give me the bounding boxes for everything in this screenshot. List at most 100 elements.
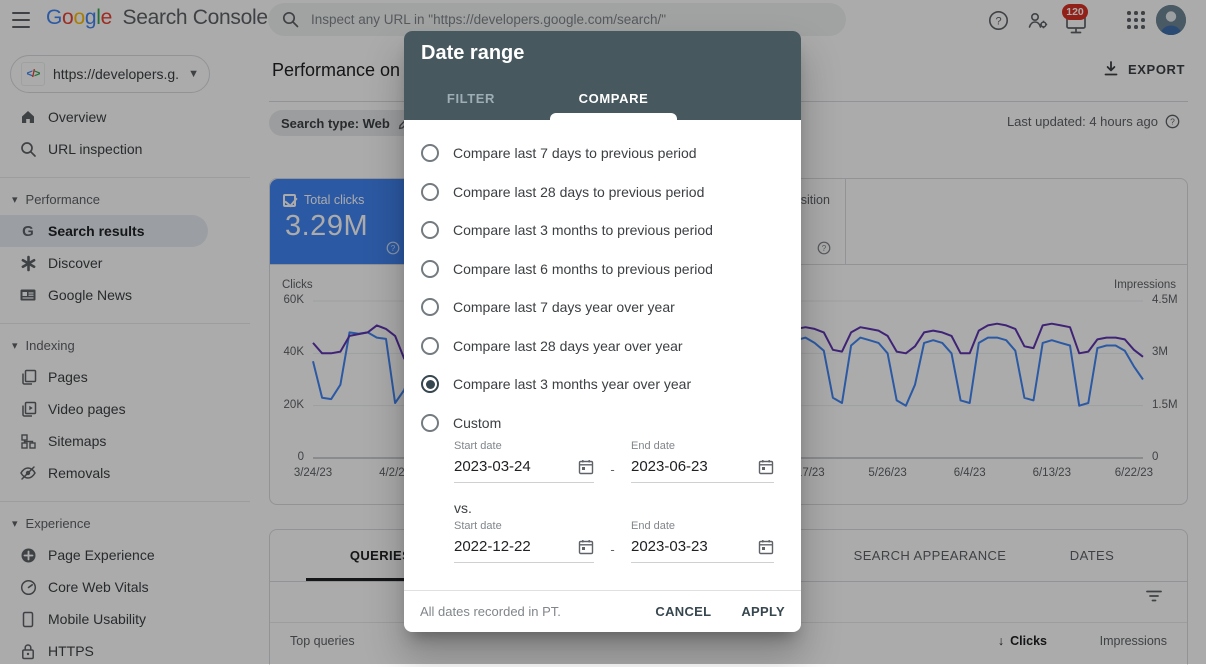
svg-text:?: ? (391, 244, 396, 253)
sidebar-item-page-experience[interactable]: Page Experience (0, 539, 208, 571)
help-icon[interactable]: ? (986, 8, 1010, 32)
export-label: EXPORT (1128, 61, 1186, 77)
sidebar-item-core-web-vitals[interactable]: Core Web Vitals (0, 571, 208, 603)
sidebar-section-indexing[interactable]: ▾ Indexing (0, 329, 250, 361)
radio-option[interactable]: Compare last 7 days year over year (404, 288, 801, 327)
discover-icon (18, 255, 38, 272)
table-header-top-queries[interactable]: Top queries (290, 634, 355, 648)
hamburger-menu-icon[interactable] (12, 12, 30, 28)
divider (0, 177, 250, 178)
calendar-icon[interactable] (758, 539, 774, 555)
help-icon[interactable]: ? (1165, 114, 1180, 129)
sidebar-item-pages[interactable]: Pages (0, 361, 208, 393)
tab-search-appearance[interactable]: SEARCH APPEARANCE (830, 530, 1030, 581)
table-header-clicks[interactable]: ↓ Clicks (998, 634, 1047, 648)
end-date-field[interactable]: 2023-06-23 (631, 458, 774, 483)
sidebar-item-url-inspection[interactable]: URL inspection (0, 133, 208, 165)
property-type-icon: < / > (21, 62, 45, 86)
calendar-icon[interactable] (758, 459, 774, 475)
sidebar-item-removals[interactable]: Removals (0, 457, 208, 489)
radio-option[interactable]: Custom (404, 404, 801, 443)
filter-icon[interactable] (1145, 589, 1163, 603)
radio-option[interactable]: Compare last 7 days to previous period (404, 134, 801, 173)
sidebar-item-label: Search results (48, 223, 145, 239)
sidebar-item-video-pages[interactable]: Video pages (0, 393, 208, 425)
column-label: Clicks (1010, 634, 1047, 648)
section-label: Indexing (25, 337, 75, 353)
y-axis-tick-left: 40K (283, 346, 304, 359)
logo-letter: l (96, 6, 101, 29)
sidebar-item-search-results[interactable]: G Search results (0, 215, 208, 247)
sidebar-item-overview[interactable]: Overview (0, 101, 208, 133)
radio-option[interactable]: Compare last 3 months to previous period (404, 211, 801, 250)
help-icon[interactable]: ? (817, 241, 831, 255)
y-axis-tick-left: 60K (283, 294, 304, 306)
sidebar-item-sitemaps[interactable]: Sitemaps (0, 425, 208, 457)
radio-selected-icon (421, 375, 439, 394)
sidebar-section-performance[interactable]: ▾ Performance (0, 183, 250, 215)
logo-letter: g (84, 6, 97, 29)
logo-letter: o (73, 6, 85, 29)
sidebar-item-label: Google News (48, 287, 133, 303)
radio-option[interactable]: Compare last 28 days to previous period (404, 173, 801, 212)
calendar-icon[interactable] (578, 539, 594, 555)
sidebar-section-experience[interactable]: ▾ Experience (0, 507, 250, 539)
tab-compare[interactable]: COMPARE (578, 91, 649, 106)
user-settings-icon[interactable] (1026, 8, 1050, 32)
sidebar-item-label: Overview (48, 109, 107, 125)
last-updated: Last updated: 4 hours ago ? (1007, 114, 1180, 129)
avatar[interactable] (1156, 5, 1186, 35)
speedometer-icon (18, 579, 38, 596)
property-selector[interactable]: < / > https://developers.g... ▼ (10, 55, 210, 93)
radio-label: Compare last 7 days year over year (453, 299, 675, 316)
section-label: Performance (25, 191, 100, 207)
help-icon[interactable]: ? (386, 241, 400, 255)
radio-icon (421, 221, 439, 240)
right-axis-title: Impressions (1114, 279, 1176, 291)
sidebar-item-label: URL inspection (48, 141, 143, 157)
y-axis-tick-right: 0 (1152, 450, 1159, 463)
dialog-header: Date range FILTER COMPARE (404, 31, 801, 120)
app-top-bar: Google Search Console Inspect any URL in… (0, 0, 1206, 40)
tab-queries[interactable]: QUERIES (306, 530, 455, 581)
radio-label: Compare last 6 months to previous period (453, 260, 713, 277)
phone-icon (18, 611, 38, 628)
cancel-button[interactable]: CANCEL (655, 604, 712, 619)
sidebar-item-https[interactable]: HTTPS (0, 635, 208, 667)
sidebar-item-mobile-usability[interactable]: Mobile Usability (0, 603, 208, 635)
export-button[interactable]: EXPORT (1103, 61, 1185, 77)
tab-filter[interactable]: FILTER (446, 91, 496, 106)
checkbox-checked-icon[interactable] (283, 193, 296, 207)
radio-option[interactable]: Compare last 6 months to previous period (404, 250, 801, 289)
start-date-field[interactable]: 2023-03-24 (454, 458, 594, 483)
radio-label: Compare last 3 months year over year (453, 376, 692, 393)
sidebar-item-label: Video pages (48, 401, 126, 417)
y-axis-tick-right: 3M (1152, 346, 1168, 359)
start-date-field[interactable]: 2022-12-22 (454, 538, 594, 563)
radio-label: Compare last 28 days to previous period (453, 183, 705, 200)
x-axis-tick: 3/24/23 (293, 467, 333, 479)
date-value: 2023-06-23 (631, 458, 708, 475)
google-apps-grid-icon[interactable] (1127, 11, 1145, 29)
radio-option[interactable]: Compare last 28 days year over year (404, 327, 801, 366)
total-clicks-tile[interactable]: Total clicks 3.29M ? (270, 179, 414, 264)
apply-button[interactable]: APPLY (741, 604, 785, 619)
radio-label: Compare last 28 days year over year (453, 337, 683, 354)
date-value: 2023-03-23 (631, 538, 708, 555)
dialog-footer: All dates recorded in PT. CANCEL APPLY (404, 590, 801, 632)
tab-dates[interactable]: DATES (1042, 530, 1142, 581)
sidebar-item-discover[interactable]: Discover (0, 247, 208, 279)
table-header-impressions[interactable]: Impressions (1099, 634, 1167, 648)
url-inspect-search-input[interactable]: Inspect any URL in "https://developers.g… (268, 3, 846, 36)
radio-option-selected[interactable]: Compare last 3 months year over year (404, 365, 801, 404)
sidebar-item-google-news[interactable]: Google News (0, 279, 208, 311)
calendar-icon[interactable] (578, 459, 594, 475)
app-logo: Google Search Console (46, 6, 268, 30)
field-label: End date (631, 520, 676, 532)
lock-icon (18, 643, 38, 660)
end-date-field[interactable]: 2023-03-23 (631, 538, 774, 563)
radio-icon (421, 144, 439, 163)
metric-label: Total clicks (304, 193, 365, 207)
search-type-chip[interactable]: Search type: Web (269, 110, 423, 136)
y-axis-tick-right: 4.5M (1152, 294, 1178, 306)
